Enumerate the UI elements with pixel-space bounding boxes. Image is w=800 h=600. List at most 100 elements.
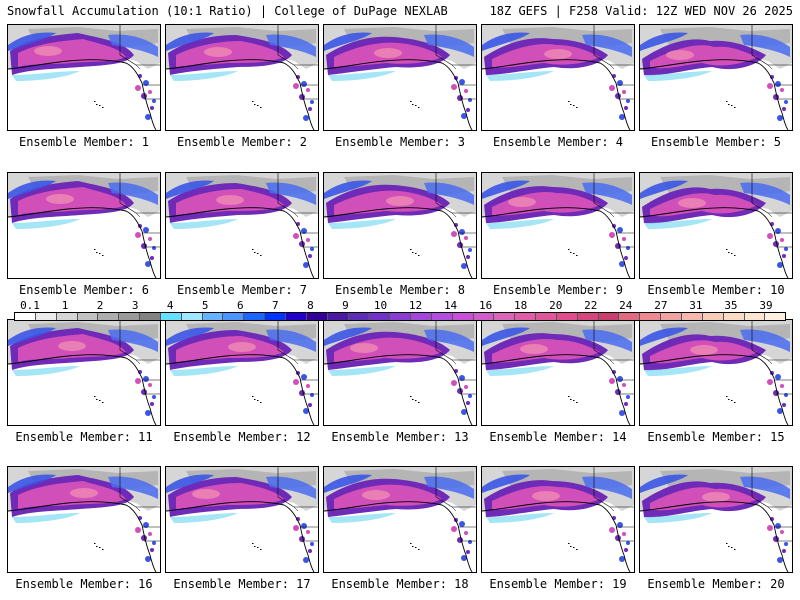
ensemble-member-map: [165, 466, 319, 573]
ensemble-member-map: [7, 172, 161, 279]
legend-swatch: [452, 313, 474, 320]
legend-swatch: [431, 313, 453, 320]
ensemble-member-caption: Ensemble Member: 14: [489, 430, 627, 444]
ensemble-member-map: [481, 466, 635, 573]
legend-label: 9: [342, 299, 349, 312]
ensemble-member-map: [323, 466, 477, 573]
legend-label: 8: [307, 299, 314, 312]
ensemble-member-caption: Ensemble Member: 6: [18, 283, 150, 297]
legend-swatch: [181, 313, 203, 320]
ensemble-member-caption: Ensemble Member: 16: [15, 577, 153, 591]
ensemble-member-caption: Ensemble Member: 10: [647, 283, 785, 297]
ensemble-member-map: [323, 24, 477, 131]
legend-swatch: [598, 313, 620, 320]
legend-swatch: [15, 313, 36, 320]
legend-label: 4: [166, 299, 174, 312]
ensemble-member-caption: Ensemble Member: 3: [334, 135, 466, 149]
legend-label: 0.1: [20, 299, 40, 312]
legend-swatch: [56, 313, 78, 320]
legend-label: 24: [619, 299, 633, 312]
ensemble-member-caption: Ensemble Member: 12: [173, 430, 311, 444]
legend-label: 18: [514, 299, 528, 312]
ensemble-member-caption: Ensemble Member: 18: [331, 577, 469, 591]
legend-swatch: [119, 313, 141, 320]
legend-label: 20: [549, 299, 563, 312]
legend-swatch: [577, 313, 599, 320]
legend-swatch: [140, 313, 161, 320]
legend-swatch: [223, 313, 245, 320]
ensemble-member-map: [165, 319, 319, 426]
ensemble-member-caption: Ensemble Member: 5: [650, 135, 782, 149]
model-run-info: 18Z GEFS | F258 Valid: 12Z WED NOV 26 20…: [489, 4, 793, 18]
legend-label: 5: [201, 299, 209, 312]
legend-label: 39: [759, 299, 773, 312]
legend-swatch: [744, 313, 766, 320]
product-title: Snowfall Accumulation (10:1 Ratio) | Col…: [7, 4, 448, 18]
legend-swatch: [244, 313, 266, 320]
legend-label: 35: [724, 299, 738, 312]
ensemble-member-map: [323, 319, 477, 426]
legend-swatch: [265, 313, 286, 320]
legend-swatch: [327, 313, 349, 320]
header: Snowfall Accumulation (10:1 Ratio) | Col…: [0, 0, 800, 22]
legend-label: 10: [373, 299, 388, 312]
ensemble-member-caption: Ensemble Member: 19: [489, 577, 627, 591]
legend-swatch: [348, 313, 370, 320]
legend-swatch: [661, 313, 682, 320]
ensemble-member-map: [481, 24, 635, 131]
ensemble-member-map: [7, 24, 161, 131]
legend-color-bar: [14, 312, 786, 321]
legend-swatch: [35, 313, 57, 320]
legend-label: 12: [408, 299, 423, 312]
ensemble-member-caption: Ensemble Member: 7: [176, 283, 308, 297]
legend-swatch: [536, 313, 557, 320]
ensemble-member-caption: Ensemble Member: 15: [647, 430, 785, 444]
legend-label: 27: [654, 299, 668, 312]
legend-swatch: [494, 313, 516, 320]
legend-label: 22: [584, 299, 598, 312]
legend-swatch: [202, 313, 224, 320]
ensemble-member-caption: Ensemble Member: 4: [492, 135, 624, 149]
ensemble-member-map: [165, 172, 319, 279]
legend-label: 14: [443, 299, 458, 312]
ensemble-member-caption: Ensemble Member: 8: [334, 283, 466, 297]
color-legend: 0.1 1 2 3 4 5 6 7 8 9 10 12 14 16 18 20 22 24 27 31 35 39: [14, 300, 786, 330]
legend-label: 1: [61, 299, 69, 312]
legend-swatch: [98, 313, 120, 320]
ensemble-member-map: [7, 466, 161, 573]
legend-swatch: [369, 313, 391, 320]
legend-swatch: [619, 313, 641, 320]
legend-label: 7: [272, 299, 279, 312]
legend-swatch: [411, 313, 432, 320]
legend-label: 16: [478, 299, 493, 312]
ensemble-member-map: [323, 172, 477, 279]
legend-swatch: [473, 313, 495, 320]
ensemble-member-caption: Ensemble Member: 2: [176, 135, 308, 149]
legend-swatch: [723, 313, 745, 320]
legend-label: 31: [689, 299, 703, 312]
legend-swatch: [765, 313, 786, 320]
ensemble-member-map: [481, 319, 635, 426]
legend-labels: 0.1 1 2 3 4 5 6 7 8 9 10 12 14 16 18 20 22 24 27 31 35 39: [14, 300, 784, 312]
legend-swatch: [390, 313, 412, 320]
ensemble-member-map: [481, 172, 635, 279]
ensemble-member-caption: Ensemble Member: 9: [492, 283, 624, 297]
legend-swatch: [285, 313, 307, 320]
legend-swatch: [160, 313, 182, 320]
legend-swatch: [306, 313, 328, 320]
legend-label: 6: [236, 299, 244, 312]
ensemble-member-caption: Ensemble Member: 1: [18, 135, 150, 149]
legend-swatch: [77, 313, 99, 320]
ensemble-member-caption: Ensemble Member: 11: [15, 430, 153, 444]
legend-swatch: [640, 313, 662, 320]
legend-label: 3: [131, 299, 139, 312]
ensemble-member-map: [639, 172, 793, 279]
ensemble-member-map: [639, 466, 793, 573]
ensemble-member-caption: Ensemble Member: 13: [331, 430, 469, 444]
legend-swatch: [515, 313, 537, 320]
ensemble-member-map: [7, 319, 161, 426]
legend-label: 2: [96, 299, 104, 312]
legend-swatch: [682, 313, 703, 320]
ensemble-member-caption: Ensemble Member: 17: [173, 577, 311, 591]
ensemble-member-caption: Ensemble Member: 20: [647, 577, 785, 591]
